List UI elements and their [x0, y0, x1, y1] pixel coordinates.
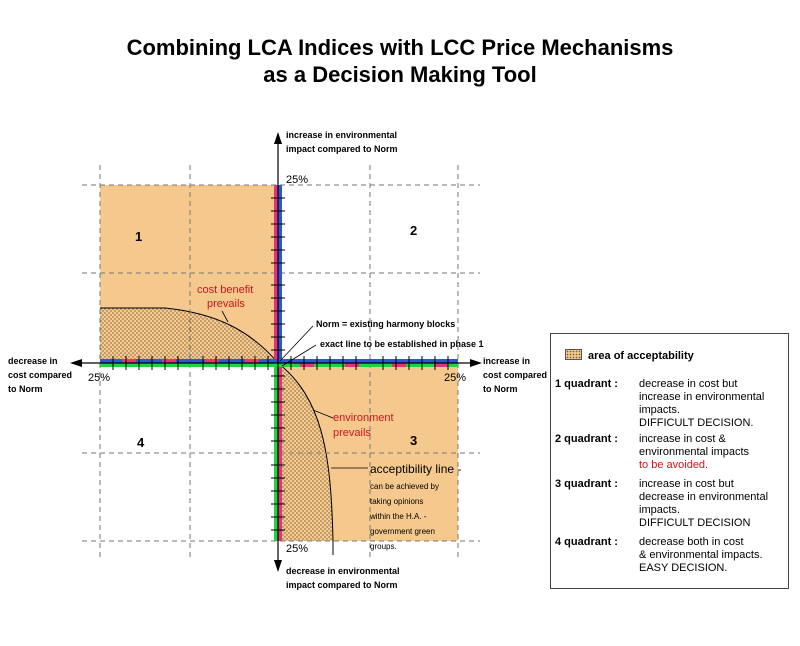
legend-line: increase in cost but — [639, 478, 734, 490]
legend-line: decrease in environmental — [639, 491, 769, 503]
acceptability-desc-4: government green — [370, 527, 435, 536]
legend-line: DIFFICULT DECISION — [639, 517, 751, 529]
axis-label-right-3: to Norm — [483, 384, 518, 394]
acceptability-desc-3: within the H.A. - — [369, 512, 427, 521]
pct-left: 25% — [88, 372, 110, 384]
legend-line: EASY DECISION. — [639, 562, 728, 574]
legend-line: decrease both in cost — [639, 536, 744, 548]
legend-line: environmental impacts — [639, 446, 750, 458]
legend-line: impacts. — [639, 504, 680, 516]
axis-label-right-2: cost compared — [483, 370, 547, 380]
legend-line: decrease in cost but — [639, 378, 738, 390]
legend-key: 1 quadrant : — [555, 378, 618, 390]
cost-benefit-label-1: cost benefit — [197, 284, 253, 296]
axis-label-down-2: impact compared to Norm — [286, 580, 398, 590]
axis-label-left-1: decrease in — [8, 356, 58, 366]
pct-bottom: 25% — [286, 543, 308, 555]
environment-label-1: environment — [333, 412, 394, 424]
legend-header: area of acceptability — [565, 349, 694, 363]
legend-desc: decrease in cost but increase in environ… — [639, 378, 783, 430]
quadrant-1-label: 1 — [135, 229, 142, 244]
leader-lines — [221, 310, 368, 469]
legend-line: impacts. — [639, 404, 680, 416]
legend-desc: increase in cost but decrease in environ… — [639, 478, 783, 530]
legend-line: DIFFICULT DECISION. — [639, 417, 754, 429]
legend-item-quadrant-4: 4 quadrant : decrease both in cost & env… — [555, 536, 785, 575]
pct-top: 25% — [286, 174, 308, 186]
exact-line-annotation: exact line to be established in phase 1 — [320, 339, 484, 349]
axis-label-right-1: increase in — [483, 356, 530, 366]
acceptability-desc-1: can be achieved by — [370, 482, 439, 491]
axis-label-left-2: cost compared — [8, 370, 72, 380]
norm-annotation: Norm = existing harmony blocks — [316, 319, 455, 329]
quadrant-3-label: 3 — [410, 433, 417, 448]
legend-box: area of acceptability 1 quadrant : decre… — [550, 333, 789, 589]
acceptability-area-q1 — [100, 308, 278, 363]
acceptability-desc-2: taking opinions — [370, 497, 423, 506]
acceptability-line-title: acceptibility line - — [370, 462, 461, 476]
legend-desc: increase in cost & environmental impacts… — [639, 433, 783, 472]
diagram-title-line2: as a Decision Making Tool — [263, 62, 537, 87]
legend-header-text: area of acceptability — [588, 350, 694, 362]
legend-desc: decrease both in cost & environmental im… — [639, 536, 783, 575]
main-axes — [70, 132, 482, 572]
axis-label-up-2: impact compared to Norm — [286, 144, 398, 154]
acceptability-swatch-icon — [565, 349, 582, 360]
quadrant-2-label: 2 — [410, 223, 417, 238]
acceptability-line-q1 — [100, 307, 279, 364]
legend-line-red: to be avoided. — [639, 459, 709, 471]
legend-line: increase in cost & — [639, 433, 726, 445]
legend-item-quadrant-1: 1 quadrant : decrease in cost but increa… — [555, 378, 785, 430]
acceptability-area-q3 — [278, 363, 333, 541]
legend-line: & environmental impacts. — [639, 549, 763, 561]
environment-label-2: prevails — [333, 427, 371, 439]
legend-item-quadrant-3: 3 quadrant : increase in cost but decrea… — [555, 478, 785, 530]
legend-item-quadrant-2: 2 quadrant : increase in cost & environm… — [555, 433, 785, 472]
pct-right: 25% — [444, 372, 466, 384]
acceptability-desc-5: groups. — [370, 542, 397, 551]
acceptability-line-q3 — [277, 362, 334, 555]
axis-bands — [100, 185, 458, 541]
legend-key: 2 quadrant : — [555, 433, 618, 445]
axis-label-down-1: decrease in environmental — [286, 566, 400, 576]
axis-label-left-3: to Norm — [8, 384, 43, 394]
legend-key: 3 quadrant : — [555, 478, 618, 490]
diagram-title-line1: Combining LCA Indices with LCC Price Mec… — [126, 35, 674, 60]
axis-label-up-1: increase in environmental — [286, 130, 397, 140]
cost-benefit-label-2: prevails — [207, 298, 245, 310]
legend-line: increase in environmental — [639, 391, 765, 403]
legend-key: 4 quadrant : — [555, 536, 618, 548]
quadrant-4-label: 4 — [137, 435, 145, 450]
